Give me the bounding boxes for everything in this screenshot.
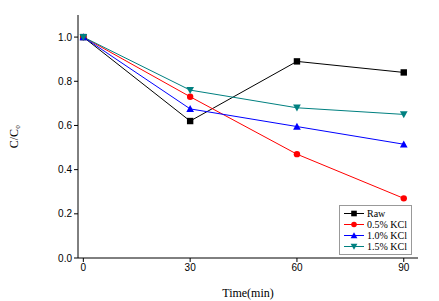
html-text:0.5% KCl: 0.5% KCl [367, 219, 407, 230]
html-text:Raw: Raw [367, 208, 386, 219]
svg-text:1.0: 1.0 [58, 32, 72, 43]
svg-text:60: 60 [291, 262, 303, 273]
svg-text:0.8: 0.8 [58, 76, 72, 87]
svg-text:0: 0 [81, 262, 87, 273]
svg-text:Time(min): Time(min) [222, 286, 274, 300]
svg-text:30: 30 [185, 262, 197, 273]
svg-text:0.2: 0.2 [58, 208, 72, 219]
svg-text:C/C₀: C/C₀ [8, 125, 21, 149]
html-text:1.5% KCl: 1.5% KCl [367, 241, 407, 252]
svg-text:90: 90 [398, 262, 410, 273]
html-text:1.0% KCl: 1.0% KCl [367, 230, 407, 241]
svg-text:0.4: 0.4 [58, 164, 72, 175]
svg-text:0.6: 0.6 [58, 120, 72, 131]
svg-text:0.0: 0.0 [58, 253, 72, 264]
